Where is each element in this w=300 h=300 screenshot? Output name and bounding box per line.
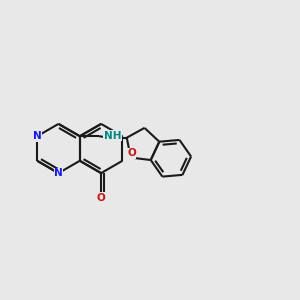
Text: NH: NH xyxy=(104,131,121,141)
Text: N: N xyxy=(33,131,42,141)
Text: N: N xyxy=(54,168,63,178)
Text: O: O xyxy=(127,148,136,158)
Text: O: O xyxy=(97,193,106,202)
